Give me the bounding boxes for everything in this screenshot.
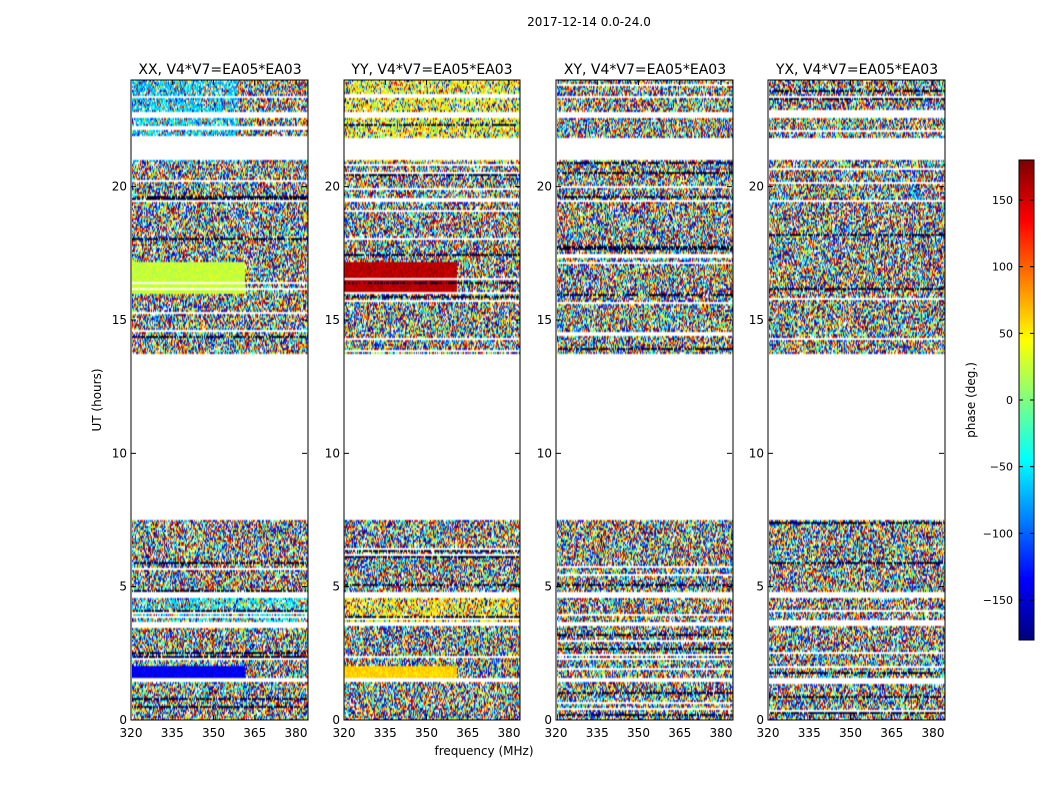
xtick-label: 320: [333, 726, 356, 740]
xticks-yx: 320 335 350 365 380: [757, 80, 945, 740]
ytick-label: 10: [325, 446, 340, 460]
xtick-label: 365: [456, 726, 479, 740]
ytick-label: 10: [537, 446, 552, 460]
y-axis-label: UT (hours): [90, 368, 104, 431]
xtick-label: 380: [710, 726, 733, 740]
xtick-label: 335: [374, 726, 397, 740]
xtick-label: 365: [668, 726, 691, 740]
ytick-label: 20: [749, 180, 764, 194]
ytick-label: 5: [119, 580, 127, 594]
xtick-label: 380: [922, 726, 945, 740]
panel-title-yy: YY, V4*V7=EA05*EA03: [350, 62, 512, 78]
ytick-label: 0: [756, 713, 764, 727]
axes-frame-xx: [130, 79, 309, 721]
xticks-xx: 320 335 350 365 380: [120, 80, 308, 740]
axes-frame-yx: [767, 79, 946, 721]
heatmap-xy: [557, 80, 733, 720]
colorbar-gradient: [1019, 160, 1034, 640]
panel-xx: XX, V4*V7=EA05*EA03 320 335 350 365 380 0 5 10…: [112, 62, 309, 740]
axes-frame-xy: [555, 79, 734, 721]
panel-title-yx: YX, V4*V7=EA05*EA03: [775, 62, 938, 78]
x-axis-label: frequency (MHz): [434, 744, 533, 758]
ytick-label: 10: [749, 446, 764, 460]
xtick-label: 380: [285, 726, 308, 740]
xticks-yy: 320 335 350 365 380: [333, 80, 521, 740]
yticks-xx: 0 5 10 15 20: [112, 180, 307, 727]
xtick-label: 350: [202, 726, 225, 740]
colorbar-tick-label: 0: [1006, 394, 1013, 407]
ytick-label: 5: [756, 580, 764, 594]
yticks-yx: 0 5 10 15 20: [749, 180, 944, 727]
ytick-label: 15: [325, 313, 340, 327]
yticks-yy: 0 5 10 15 20: [325, 180, 520, 727]
ytick-label: 20: [537, 180, 552, 194]
yticks-xy: 0 5 10 15 20: [537, 180, 732, 727]
xtick-label: 350: [627, 726, 650, 740]
xtick-label: 335: [586, 726, 609, 740]
ytick-label: 5: [544, 580, 552, 594]
ytick-label: 15: [537, 313, 552, 327]
xtick-label: 350: [839, 726, 862, 740]
ytick-label: 0: [119, 713, 127, 727]
xticks-xy: 320 335 350 365 380: [545, 80, 733, 740]
xtick-label: 365: [880, 726, 903, 740]
xtick-label: 320: [120, 726, 143, 740]
heatmap-xx: [132, 80, 308, 720]
xtick-label: 350: [415, 726, 438, 740]
colorbar-ticks: 150 100 50 0 −50 −100 −150: [983, 194, 1034, 607]
ytick-label: 20: [112, 180, 127, 194]
figure-suptitle: 2017-12-14 0.0-24.0: [527, 15, 651, 29]
ytick-label: 15: [749, 313, 764, 327]
xtick-label: 335: [798, 726, 821, 740]
ytick-label: 20: [325, 180, 340, 194]
ytick-label: 5: [332, 580, 340, 594]
ytick-label: 10: [112, 446, 127, 460]
ytick-label: 0: [332, 713, 340, 727]
panel-yx: YX, V4*V7=EA05*EA03 320 335 350 365 380 0 5 10…: [749, 62, 946, 740]
panel-yy: YY, V4*V7=EA05*EA03 320 335 350 365 380 0 5 10…: [325, 62, 521, 740]
colorbar-tick-label: 150: [992, 194, 1013, 207]
panel-xy: XY, V4*V7=EA05*EA03 320 335 350 365 380 0 5 10…: [537, 62, 734, 740]
colorbar-tick-label: 100: [992, 261, 1013, 274]
panel-title-xx: XX, V4*V7=EA05*EA03: [138, 62, 301, 78]
xtick-label: 365: [243, 726, 266, 740]
colorbar-label: phase (deg.): [964, 362, 978, 438]
ytick-label: 0: [544, 713, 552, 727]
colorbar-tick-label: −100: [983, 527, 1013, 540]
xtick-label: 335: [161, 726, 184, 740]
colorbar-tick-label: −50: [990, 461, 1013, 474]
heatmap-yx: [769, 80, 945, 720]
colorbar-tick-label: −150: [983, 594, 1013, 607]
ytick-label: 15: [112, 313, 127, 327]
xtick-label: 320: [757, 726, 780, 740]
colorbar-tick-label: 50: [999, 327, 1013, 340]
xtick-label: 380: [498, 726, 521, 740]
colorbar: 150 100 50 0 −50 −100 −150 phase (deg.): [964, 159, 1035, 641]
axes-frame-yy: [343, 79, 521, 721]
xtick-label: 320: [545, 726, 568, 740]
panel-title-xy: XY, V4*V7=EA05*EA03: [564, 62, 726, 78]
heatmap-yy: [344, 80, 520, 720]
